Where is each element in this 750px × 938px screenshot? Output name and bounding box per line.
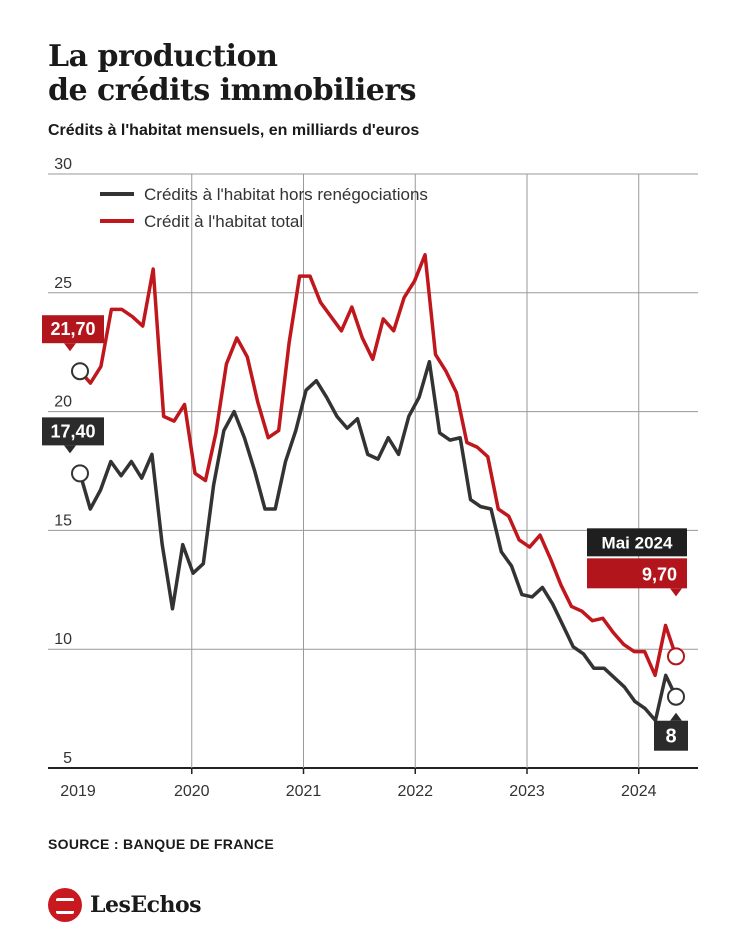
- x-tick-label: 2024: [621, 783, 657, 800]
- start-point-marker: [71, 362, 89, 381]
- les-echos-bird-icon: [48, 888, 82, 922]
- end-point-marker: [667, 687, 685, 706]
- start-value-label: 21,70: [50, 319, 95, 339]
- end-value-label-hors: 8: [665, 726, 676, 748]
- y-tick-label: 10: [54, 631, 72, 648]
- end-point-marker: [667, 647, 685, 666]
- x-tick-label: 2021: [286, 783, 322, 800]
- chart-title: La production de crédits immobiliers: [48, 39, 417, 108]
- start-value-box: [42, 417, 104, 446]
- end-value-label-total: 9,70: [642, 564, 677, 584]
- y-tick-label: 30: [54, 156, 72, 173]
- y-tick-label: 25: [54, 275, 72, 292]
- end-date-label: Mai 2024: [602, 533, 673, 552]
- start-value-pointer: [64, 343, 76, 352]
- series-line-hors-renegociations: [78, 359, 678, 723]
- end-value-pointer-hors: [670, 712, 682, 721]
- y-tick-label: 5: [63, 750, 72, 767]
- start-value-box: [42, 315, 104, 344]
- y-tick-label: 20: [54, 394, 72, 411]
- logo-text: LesEchos: [90, 892, 202, 918]
- start-value-pointer: [64, 445, 76, 454]
- end-date-box: [587, 528, 687, 557]
- les-echos-logo: LesEchos: [48, 888, 202, 922]
- source-note: SOURCE : BANQUE DE FRANCE: [48, 836, 275, 852]
- end-value-box-hors: [654, 720, 688, 751]
- x-tick-label: 2020: [174, 783, 210, 800]
- chart-subtitle: Crédits à l'habitat mensuels, en milliar…: [48, 122, 420, 139]
- legend-label: Crédits à l'habitat hors renégociations: [144, 185, 428, 204]
- x-tick-label: 2022: [397, 783, 433, 800]
- x-tick-label: 2019: [60, 783, 96, 800]
- end-value-box-total: [587, 558, 687, 589]
- y-tick-label: 15: [54, 512, 72, 529]
- title-line-1: La production: [48, 39, 278, 74]
- series-line-total: [78, 253, 678, 678]
- end-value-pointer-total: [670, 588, 682, 597]
- start-point-marker: [71, 464, 89, 483]
- line-chart: 30 25 20 15 10 5 2019 2020 2021 2022 2023 2024 17,40…: [42, 156, 698, 800]
- start-value-label: 17,40: [50, 421, 95, 441]
- x-tick-label: 2023: [509, 783, 545, 800]
- title-line-2: de crédits immobiliers: [48, 73, 417, 108]
- legend-label: Crédit à l'habitat total: [144, 212, 303, 231]
